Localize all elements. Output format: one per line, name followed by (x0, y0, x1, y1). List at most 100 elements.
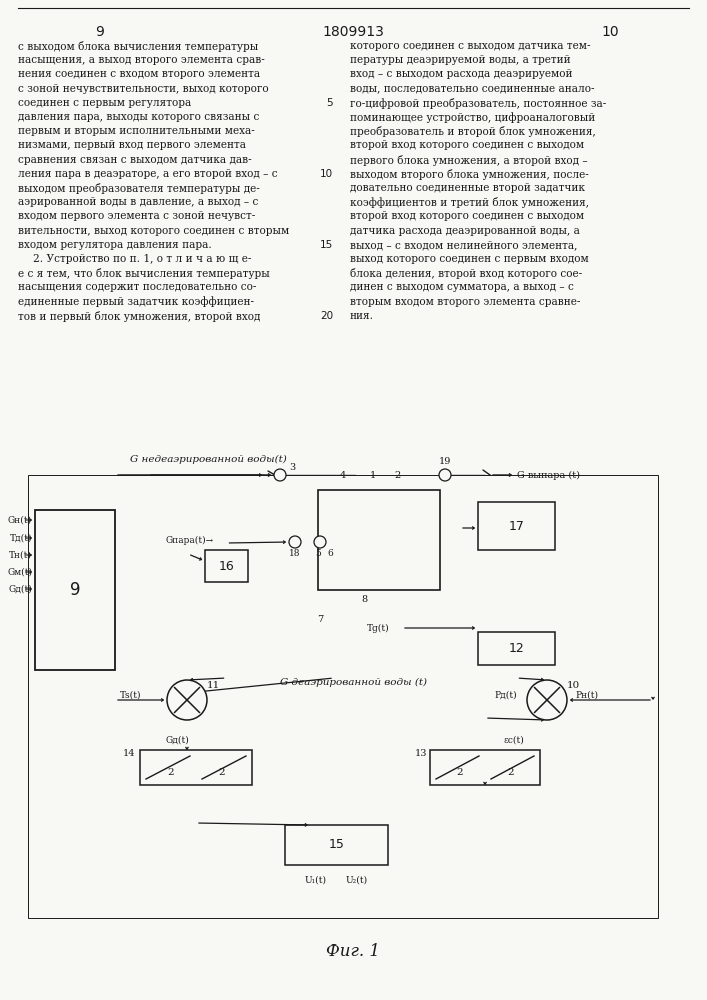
Text: 15: 15 (320, 240, 333, 250)
Text: пературы деаэрируемой воды, а третий: пературы деаэрируемой воды, а третий (350, 55, 571, 65)
Text: коэффициентов и третий блок умножения,: коэффициентов и третий блок умножения, (350, 197, 589, 208)
Text: 12: 12 (508, 642, 525, 655)
Text: 4: 4 (339, 471, 346, 480)
Bar (478, 502, 555, 550)
Bar (285, 825, 388, 865)
Text: входом регулятора давления пара.: входом регулятора давления пара. (18, 240, 212, 250)
Text: G выпара (t): G выпара (t) (517, 470, 580, 480)
Circle shape (439, 469, 451, 481)
Bar (35, 510, 115, 670)
Text: единенные первый задатчик коэффициен-: единенные первый задатчик коэффициен- (18, 297, 254, 307)
Circle shape (167, 680, 207, 720)
Bar (430, 750, 540, 785)
Text: εс(t): εс(t) (503, 736, 524, 744)
Text: вторым входом второго элемента сравне-: вторым входом второго элемента сравне- (350, 297, 580, 307)
Text: насыщения содержит последовательно со-: насыщения содержит последовательно со- (18, 282, 257, 292)
Bar (140, 750, 252, 785)
Text: с зоной нечувствительности, выход которого: с зоной нечувствительности, выход которо… (18, 84, 269, 94)
Text: 2: 2 (457, 768, 463, 777)
Text: 10: 10 (601, 25, 619, 39)
Text: го-цифровой преобразователь, постоянное за-: го-цифровой преобразователь, постоянное … (350, 98, 606, 109)
Text: вительности, выход которого соединен с вторым: вительности, выход которого соединен с в… (18, 226, 289, 236)
Text: Gн(t): Gн(t) (8, 516, 32, 524)
Text: 9: 9 (95, 25, 105, 39)
Text: 10: 10 (566, 682, 580, 690)
Text: которого соединен с выходом датчика тем-: которого соединен с выходом датчика тем- (350, 41, 590, 51)
Text: Gд(t): Gд(t) (8, 584, 32, 593)
Text: Рн(t): Рн(t) (575, 690, 598, 700)
Text: ния.: ния. (350, 311, 374, 321)
Text: второй вход которого соединен с выходом: второй вход которого соединен с выходом (350, 140, 584, 150)
Text: 8: 8 (361, 595, 367, 604)
Text: 13: 13 (414, 748, 427, 758)
Text: 2: 2 (167, 768, 173, 777)
Text: нения соединен с входом второго элемента: нения соединен с входом второго элемента (18, 69, 260, 79)
Text: входом первого элемента с зоной нечувст-: входом первого элемента с зоной нечувст- (18, 211, 255, 221)
Text: второй вход которого соединен с выходом: второй вход которого соединен с выходом (350, 211, 584, 221)
Text: выходом преобразователя температуры де-: выходом преобразователя температуры де- (18, 183, 259, 194)
Text: воды, последовательно соединенные анало-: воды, последовательно соединенные анало- (350, 84, 595, 94)
Bar (28, 475, 658, 918)
Text: 18: 18 (289, 550, 300, 558)
Text: е с я тем, что блок вычисления температуры: е с я тем, что блок вычисления температу… (18, 268, 270, 279)
Text: преобразователь и второй блок умножения,: преобразователь и второй блок умножения, (350, 126, 596, 137)
Text: ления пара в деаэраторе, а его второй вход – с: ления пара в деаэраторе, а его второй вх… (18, 169, 278, 179)
Text: насыщения, а выход второго элемента срав-: насыщения, а выход второго элемента срав… (18, 55, 264, 65)
Text: первым и вторым исполнительными меха-: первым и вторым исполнительными меха- (18, 126, 255, 136)
Text: 2: 2 (218, 768, 225, 777)
Text: 19: 19 (439, 456, 451, 466)
Text: Тs(t): Тs(t) (120, 690, 141, 700)
Text: 3: 3 (289, 462, 295, 472)
Text: 9: 9 (70, 581, 81, 599)
Text: 11: 11 (206, 682, 220, 690)
Text: Фиг. 1: Фиг. 1 (326, 944, 380, 960)
Text: выход – с входом нелинейного элемента,: выход – с входом нелинейного элемента, (350, 240, 578, 250)
Text: тов и первый блок умножения, второй вход: тов и первый блок умножения, второй вход (18, 311, 260, 322)
Text: аэрированной воды в давление, а выход – с: аэрированной воды в давление, а выход – … (18, 197, 258, 207)
Text: 10: 10 (320, 169, 333, 179)
Bar (318, 490, 440, 590)
Text: 15: 15 (329, 838, 344, 852)
Text: низмами, первый вход первого элемента: низмами, первый вход первого элемента (18, 140, 246, 150)
Text: 14: 14 (122, 748, 135, 758)
Text: давления пара, выходы которого связаны с: давления пара, выходы которого связаны с (18, 112, 259, 122)
Text: G недеаэрированной воды(t): G недеаэрированной воды(t) (130, 454, 287, 464)
Bar (478, 632, 555, 665)
Text: 6: 6 (327, 550, 333, 558)
Text: блока деления, второй вход которого сое-: блока деления, второй вход которого сое- (350, 268, 582, 279)
Text: выход которого соединен с первым входом: выход которого соединен с первым входом (350, 254, 589, 264)
Text: U₂(t): U₂(t) (346, 876, 368, 884)
Text: 20: 20 (320, 311, 333, 321)
Text: U₁(t): U₁(t) (305, 876, 327, 884)
Text: датчика расхода деаэрированной воды, а: датчика расхода деаэрированной воды, а (350, 226, 580, 236)
Text: 17: 17 (508, 520, 525, 532)
Text: Gд(t): Gд(t) (166, 736, 189, 744)
Text: первого блока умножения, а второй вход –: первого блока умножения, а второй вход – (350, 155, 588, 166)
Circle shape (274, 469, 286, 481)
Text: 16: 16 (218, 560, 235, 572)
Text: 5: 5 (327, 98, 333, 108)
Text: с выходом блока вычисления температуры: с выходом блока вычисления температуры (18, 41, 258, 52)
Circle shape (527, 680, 567, 720)
Text: сравнения связан с выходом датчика дав-: сравнения связан с выходом датчика дав- (18, 155, 252, 165)
Text: 7: 7 (317, 615, 323, 624)
Text: выходом второго блока умножения, после-: выходом второго блока умножения, после- (350, 169, 589, 180)
Text: Gм(t): Gм(t) (7, 568, 32, 576)
Text: 1: 1 (370, 471, 376, 480)
Bar (205, 550, 248, 582)
Text: 2: 2 (507, 768, 513, 777)
Circle shape (314, 536, 326, 548)
Circle shape (289, 536, 301, 548)
Text: G деаэрированной воды (t): G деаэрированной воды (t) (280, 677, 427, 687)
Text: вход – с выходом расхода деаэрируемой: вход – с выходом расхода деаэрируемой (350, 69, 573, 79)
Text: 5: 5 (315, 550, 321, 558)
Text: довательно соединенные второй задатчик: довательно соединенные второй задатчик (350, 183, 585, 193)
Text: Gпара(t)→: Gпара(t)→ (165, 535, 213, 545)
Text: 1809913: 1809913 (322, 25, 384, 39)
Text: Рд(t): Рд(t) (494, 690, 517, 700)
Text: Tн(t): Tн(t) (9, 550, 32, 560)
Text: Tд(t): Tд(t) (9, 534, 32, 542)
Text: 2: 2 (395, 471, 400, 480)
Text: поминающее устройство, цифроаналоговый: поминающее устройство, цифроаналоговый (350, 112, 595, 123)
Text: соединен с первым регулятора: соединен с первым регулятора (18, 98, 192, 108)
